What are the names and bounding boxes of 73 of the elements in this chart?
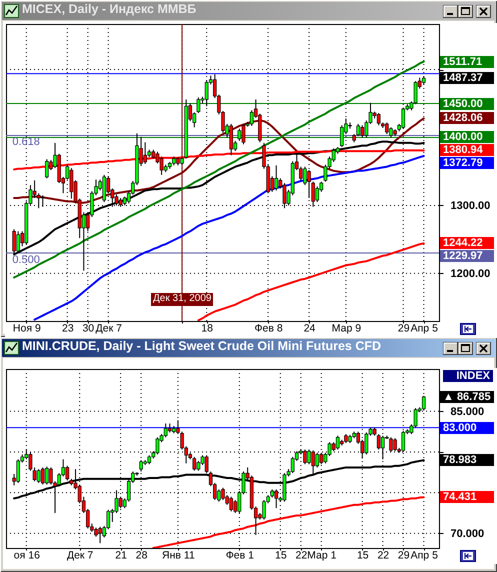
candlestick [242,123,246,145]
x-tick-label: Ноя 9 [12,322,41,334]
candlestick [356,123,360,137]
candlestick [66,465,70,481]
candlestick [250,110,254,126]
annotation: 74.431 [440,491,494,504]
x-tick-label: 22 [296,550,308,562]
x-tick-label: 29 [398,550,410,562]
chart-title: MICEX, Daily - Индекс ММВБ [22,2,196,16]
candlestick [45,466,49,486]
candlestick [422,395,426,411]
annotation: 1511.71 [440,56,494,68]
candlestick [376,112,380,126]
candlestick [45,158,49,179]
x-tick-label: оя 16 [14,550,40,562]
y-tick-label: 1300.00 [450,200,490,212]
candlestick [315,186,320,203]
x-tick-label: 24 [304,322,316,334]
x-tick-label: 21 [115,550,128,562]
text: INDEX [443,370,493,382]
candlestick [290,456,294,474]
x-tick-label: 15 [275,550,287,562]
candlestick [36,192,40,209]
y-tick-label: 85.000 [450,406,484,418]
x-tick-label: 29 [398,322,410,334]
ref-line-label: 83.000 [440,422,494,434]
annotation: 1372.79 [440,157,494,170]
x-tick-label: Дек 7 [66,550,94,562]
annotation: 0.500 [12,254,40,266]
candlestick [36,468,40,484]
x-tick-label: 15 [356,550,369,562]
annotation: 1244.22 [440,237,494,250]
y-tick-label: 1200.00 [450,268,490,280]
annotation: 1487.37 [440,72,494,84]
annotation: 1428.06 [440,112,494,124]
annotation: 78.983 [440,454,494,466]
x-tick-label: Янв 11 [162,550,195,562]
x-tick-label: Мар 1 [307,550,337,562]
candlestick [196,96,200,114]
chart-title: MINI.CRUDE, Daily - Light Sweet Crude Oil Mini Futures CFD [22,339,382,353]
ref-line-label: 1450.00 [440,98,494,110]
x-tick-label: Фев 1 [226,550,254,562]
candlestick [274,164,278,192]
candlestick [102,174,106,203]
candlestick [360,124,364,138]
candlestick [16,458,20,484]
candlestick [238,128,242,142]
annotation: ▲ 86.785 [440,390,494,403]
x-tick-label: 28 [136,550,148,562]
candlestick [262,499,266,520]
x-tick-label: Дек 7 [96,322,122,334]
x-tick-label: 23 [62,322,74,334]
ref-line-label: 1229.97 [440,250,494,262]
line-series [152,496,425,548]
x-tick-label: Дек 31, 2009 [151,293,214,306]
x-tick-label: 22 [377,550,390,562]
annotation: 1380.94 [440,144,494,156]
x-tick-label: Апр 5 [410,322,438,334]
y-tick-label: 70.000 [450,528,484,540]
x-tick-label: Фев 8 [254,322,283,334]
candlestick [192,456,196,472]
x-tick-label: 30 [82,322,94,334]
ref-line-label: 1400.00 [440,131,494,144]
candlestick [389,126,393,138]
x-tick-label: 18 [201,322,214,334]
annotation: 0.618 [12,136,40,148]
candlestick [40,466,45,486]
candlestick [164,423,168,438]
candlestick [336,435,340,450]
candlestick [229,496,234,512]
x-tick-label: Мар 9 [332,322,362,334]
candlestick [385,122,389,135]
x-tick-label: Апр 5 [410,550,438,562]
